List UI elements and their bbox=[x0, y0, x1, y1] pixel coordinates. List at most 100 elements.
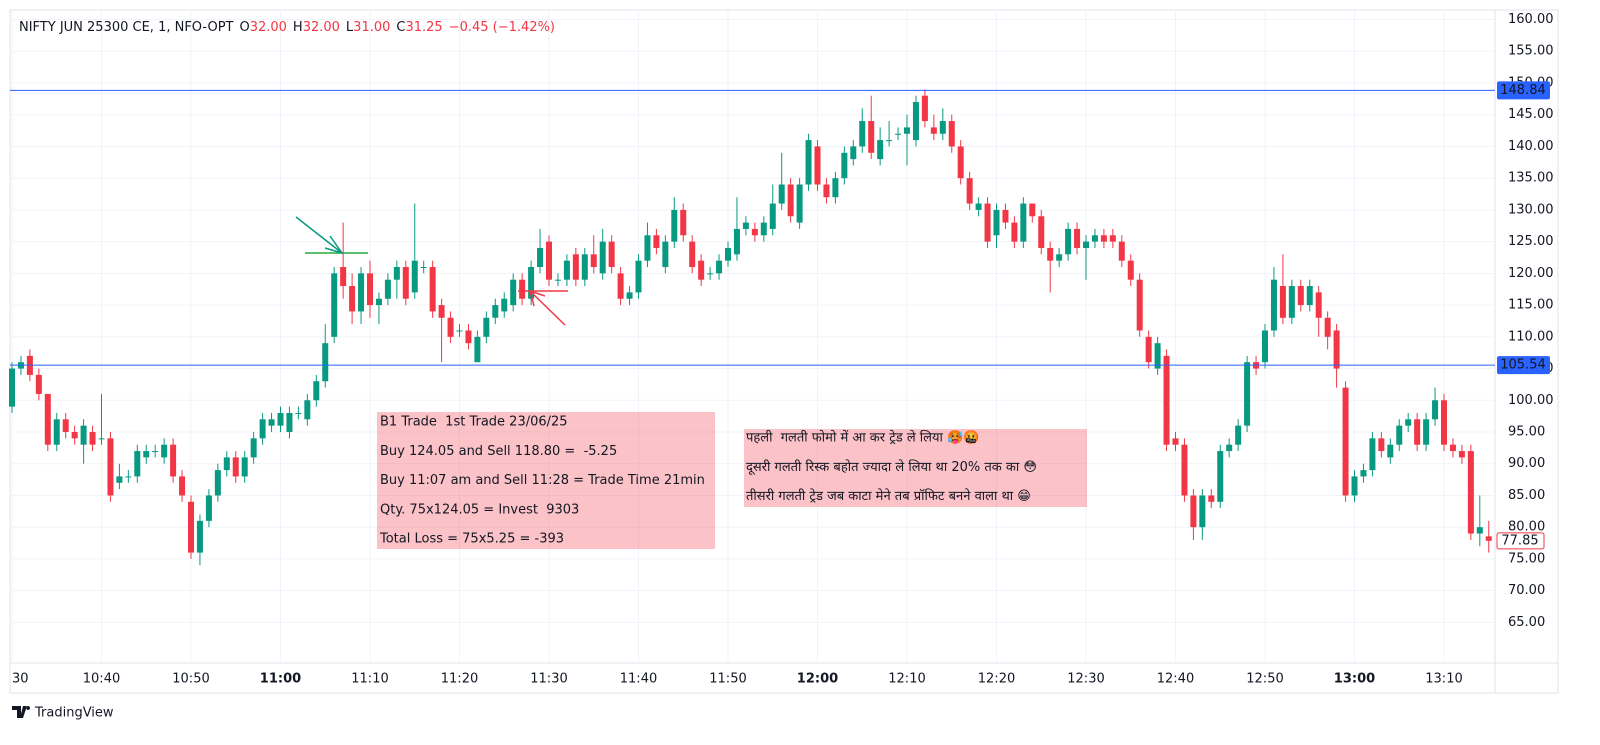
brand-logo bbox=[12, 706, 31, 718]
candle-body bbox=[787, 184, 794, 217]
candle-body bbox=[796, 184, 803, 223]
candle-body bbox=[214, 470, 221, 496]
candle-body bbox=[823, 184, 830, 198]
candle-body bbox=[53, 419, 60, 445]
y-tick-label: 135.00 bbox=[1508, 171, 1554, 186]
candle-body bbox=[492, 305, 499, 318]
candle-body bbox=[814, 146, 821, 185]
candle-body bbox=[143, 451, 150, 458]
candle-body bbox=[483, 317, 490, 337]
candle-body bbox=[1056, 254, 1063, 261]
candle-body bbox=[1270, 279, 1277, 331]
candle-body bbox=[241, 457, 248, 477]
y-tick-label: 80.00 bbox=[1508, 520, 1545, 535]
candle-body bbox=[626, 292, 633, 299]
ohlc-label: H bbox=[293, 20, 303, 35]
candle-body bbox=[1315, 292, 1322, 318]
candle-body bbox=[805, 140, 812, 185]
candle-body bbox=[250, 438, 257, 458]
last-price-label: 77.85 bbox=[1501, 533, 1538, 548]
candle-body bbox=[1181, 444, 1188, 496]
candle-body bbox=[1065, 228, 1072, 255]
candle-body bbox=[966, 178, 973, 204]
candle-body bbox=[1378, 438, 1385, 452]
candle-body bbox=[393, 267, 400, 280]
candle-body bbox=[1172, 438, 1179, 445]
ohlc-value: 31.00 bbox=[353, 20, 390, 35]
ohlc-label: C bbox=[396, 20, 405, 35]
entry-arrow-head bbox=[324, 235, 344, 255]
ohlc-label: L bbox=[346, 20, 354, 35]
x-tick-label: 12:50 bbox=[1246, 672, 1283, 687]
candle-body bbox=[304, 400, 311, 420]
x-tick-label: 12:40 bbox=[1157, 672, 1194, 687]
mistakes-box bbox=[744, 429, 1087, 507]
candle-body bbox=[1091, 235, 1098, 242]
candle-body bbox=[125, 476, 132, 478]
candle-body bbox=[232, 457, 239, 477]
candle-body bbox=[1029, 203, 1036, 217]
candle-body bbox=[554, 279, 561, 281]
candle-body bbox=[1423, 419, 1430, 445]
y-tick-label: 70.00 bbox=[1508, 583, 1545, 598]
candle-body bbox=[680, 209, 687, 236]
candle-body bbox=[1405, 419, 1412, 426]
candle-body bbox=[778, 184, 785, 204]
x-tick-label: 11:40 bbox=[620, 672, 657, 687]
candle-body bbox=[384, 279, 391, 299]
x-tick-label: 12:00 bbox=[797, 672, 838, 687]
candle-body bbox=[1244, 362, 1251, 426]
candle-body bbox=[769, 203, 776, 229]
candle-body bbox=[1235, 425, 1242, 445]
candle-body bbox=[1208, 495, 1215, 502]
candle-body bbox=[107, 438, 114, 496]
candle-body bbox=[886, 140, 893, 142]
x-tick-label: 11:50 bbox=[709, 672, 746, 687]
entry-marker bbox=[295, 216, 368, 255]
candle-body bbox=[1163, 355, 1170, 445]
candle-body bbox=[1333, 330, 1340, 369]
trade-note: B1 Trade 1st Trade 23/06/25 bbox=[380, 415, 568, 430]
candle-body bbox=[841, 152, 848, 179]
candle-body bbox=[438, 305, 445, 318]
candle-body bbox=[1432, 400, 1439, 420]
candle-body bbox=[179, 476, 186, 496]
candle-body bbox=[116, 476, 123, 483]
candle-body bbox=[1047, 247, 1054, 261]
y-tick-label: 125.00 bbox=[1508, 234, 1554, 249]
candle-body bbox=[662, 241, 669, 268]
candle-body bbox=[465, 330, 472, 344]
candle-body bbox=[850, 146, 857, 160]
candle-body bbox=[868, 121, 875, 153]
candle-body bbox=[331, 273, 338, 337]
candle-body bbox=[1449, 444, 1456, 452]
candle-body bbox=[895, 133, 902, 135]
brand-name: TradingView bbox=[34, 706, 114, 721]
price-label: 105.54 bbox=[1500, 358, 1546, 373]
y-tick-label: 130.00 bbox=[1508, 202, 1554, 217]
candle-body bbox=[984, 203, 991, 242]
x-tick-label: 10:40 bbox=[83, 672, 120, 687]
candle-body bbox=[205, 495, 212, 521]
candle-body bbox=[1226, 444, 1233, 452]
mistake-note: दूसरी गलती रिस्क बहोत ज्यादा ले लिया था … bbox=[746, 459, 1037, 475]
candle-body bbox=[9, 368, 15, 407]
mistake-note: पहली गलती फोमो में आ कर ट्रेड ले लिया 🥵🤬 bbox=[746, 430, 979, 446]
candle-body bbox=[44, 393, 51, 445]
candle-body bbox=[1038, 216, 1045, 248]
candle-body bbox=[1074, 228, 1081, 248]
exit-arrow-head bbox=[528, 289, 546, 307]
x-tick-label: 11:00 bbox=[260, 672, 301, 687]
candle-body bbox=[259, 419, 266, 439]
candle-body bbox=[313, 381, 320, 401]
candle-body bbox=[286, 412, 293, 433]
candle-body bbox=[1279, 286, 1286, 318]
candle-body bbox=[1387, 444, 1394, 458]
y-tick-label: 110.00 bbox=[1508, 329, 1554, 344]
candle-body bbox=[1467, 451, 1474, 534]
candle-body bbox=[1324, 317, 1331, 337]
y-tick-label: 100.00 bbox=[1508, 393, 1554, 408]
candle-body bbox=[912, 102, 919, 141]
candle-body bbox=[716, 260, 723, 274]
